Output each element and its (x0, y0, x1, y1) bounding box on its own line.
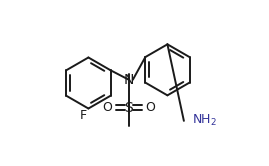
Text: NH$_2$: NH$_2$ (192, 113, 217, 128)
Text: O: O (145, 101, 155, 114)
Text: S: S (124, 101, 133, 115)
Text: O: O (102, 101, 112, 114)
Text: F: F (80, 109, 87, 122)
Text: N: N (123, 73, 134, 87)
